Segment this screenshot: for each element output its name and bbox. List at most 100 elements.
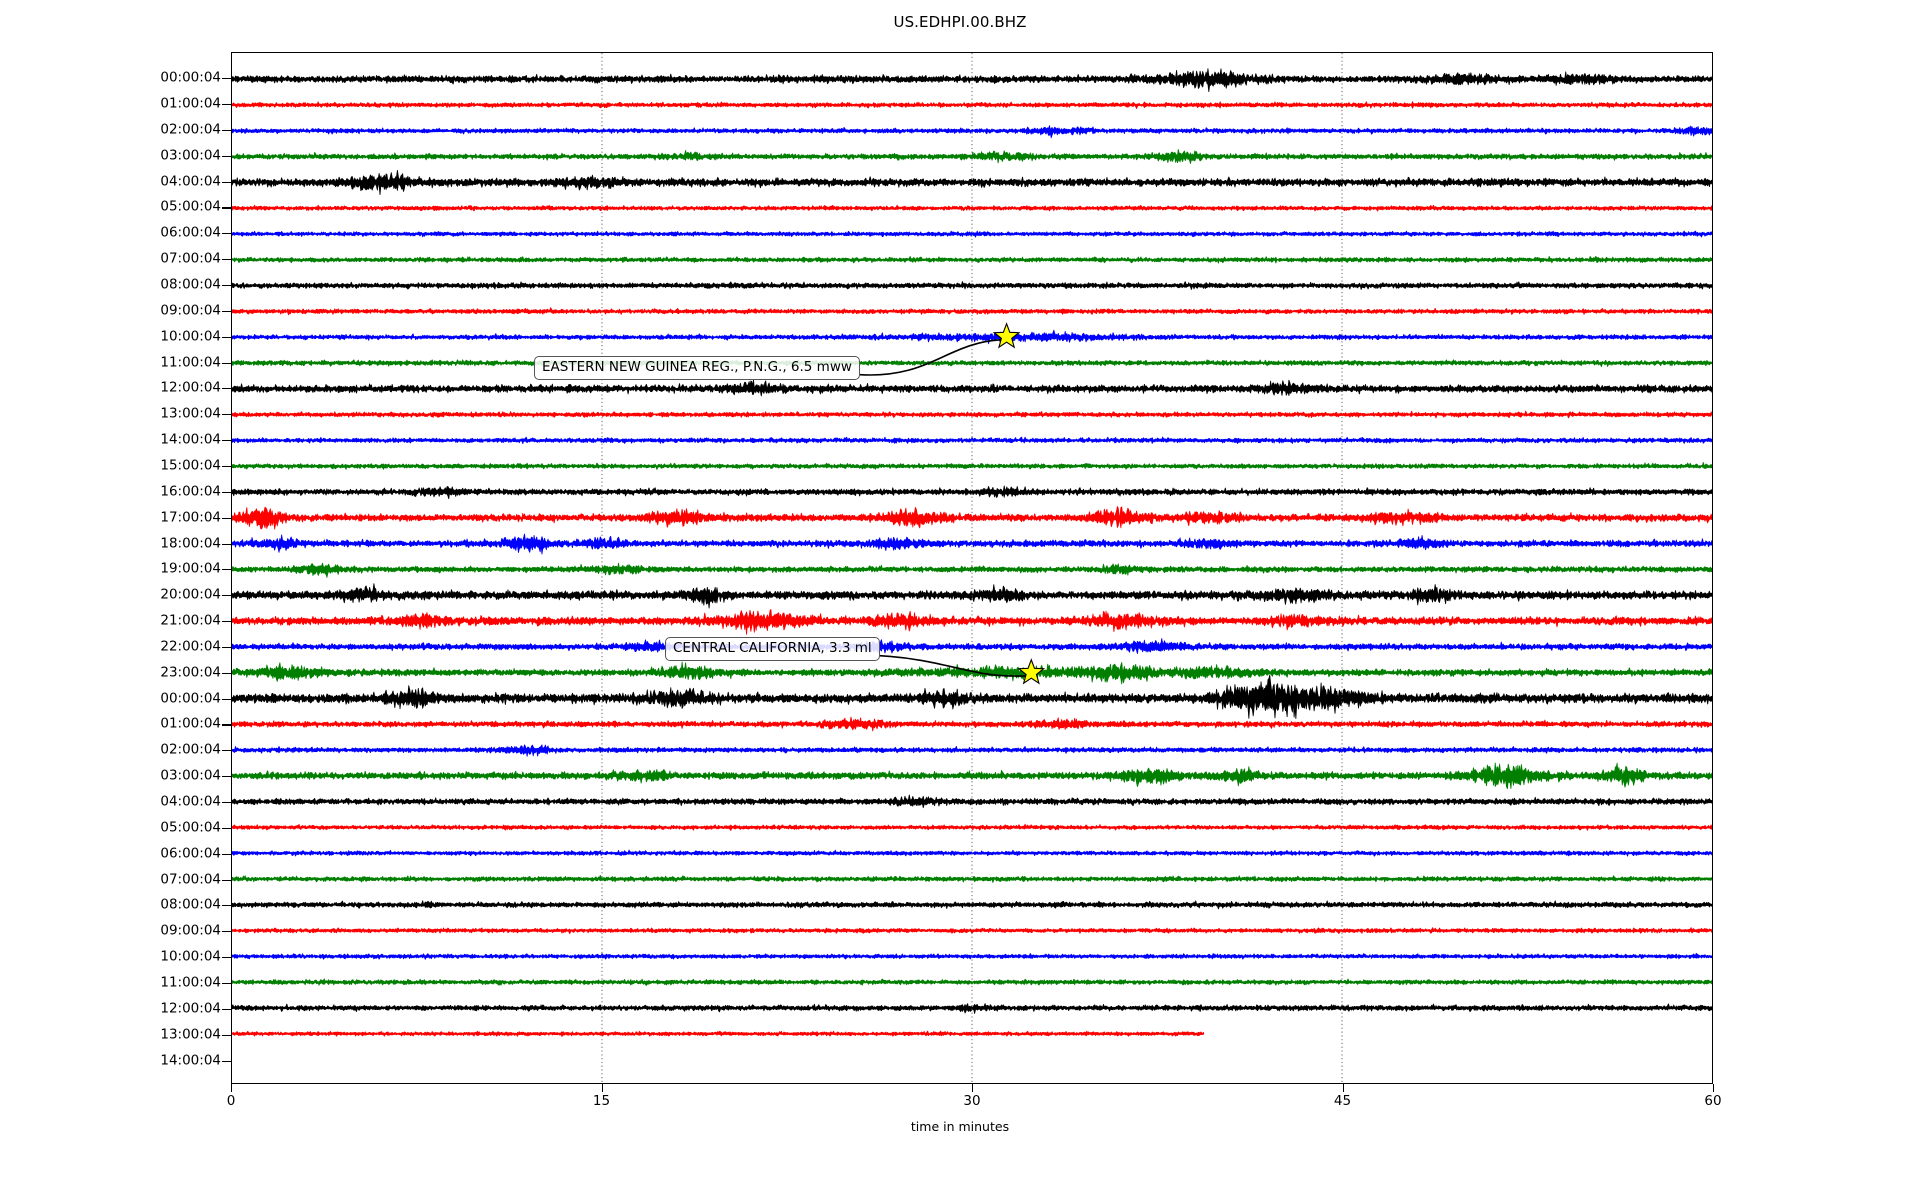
trace-row-37: [232, 1030, 1205, 1037]
y-tick-mark-1: [222, 104, 231, 106]
y-tick-label-22: 22:00:04: [160, 638, 221, 655]
annotation-eastern-new-guinea[interactable]: EASTERN NEW GUINEA REG., P.N.G., 6.5 mww: [534, 356, 860, 380]
y-tick-label-13: 13:00:04: [160, 405, 221, 422]
x-tick-mark-0: [231, 1084, 233, 1092]
y-tick-label-15: 15:00:04: [160, 457, 221, 474]
trace-row-14: [232, 436, 1712, 445]
y-tick-label-9: 09:00:04: [160, 302, 221, 319]
y-tick-label-19: 19:00:04: [160, 560, 221, 577]
trace-row-35: [232, 978, 1712, 986]
y-tick-label-16: 16:00:04: [160, 483, 221, 500]
trace-row-5: [232, 204, 1712, 212]
trace-row-8: [232, 281, 1712, 290]
x-tick-label-60: 60: [1704, 1093, 1722, 1109]
y-tick-mark-31: [222, 879, 231, 881]
y-tick-label-4: 04:00:04: [160, 173, 221, 190]
x-tick-mark-30: [972, 1084, 974, 1092]
y-tick-mark-10: [222, 336, 231, 338]
trace-row-24: [232, 674, 1712, 720]
trace-row-18: [232, 533, 1712, 555]
y-tick-mark-11: [222, 362, 231, 364]
x-tick-mark-15: [601, 1084, 603, 1092]
trace-row-17: [232, 506, 1712, 530]
y-tick-mark-23: [222, 672, 231, 674]
y-tick-mark-3: [222, 155, 231, 157]
y-tick-mark-29: [222, 827, 231, 829]
y-tick-mark-17: [222, 517, 231, 519]
trace-row-11: [232, 359, 1712, 368]
x-tick-label-0: 0: [226, 1093, 236, 1109]
trace-row-9: [232, 307, 1712, 316]
y-tick-mark-14: [222, 440, 231, 442]
y-tick-label-26: 02:00:04: [160, 741, 221, 758]
trace-row-0: [232, 68, 1712, 92]
y-tick-label-25: 01:00:04: [160, 715, 221, 732]
x-tick-mark-60: [1713, 1084, 1715, 1092]
y-tick-label-6: 06:00:04: [160, 224, 221, 241]
y-tick-mark-9: [222, 310, 231, 312]
y-tick-label-38: 14:00:04: [160, 1052, 221, 1068]
y-tick-mark-2: [222, 129, 231, 131]
y-tick-label-27: 03:00:04: [160, 767, 221, 784]
trace-row-32: [232, 900, 1712, 910]
y-tick-label-33: 09:00:04: [160, 922, 221, 939]
trace-row-13: [232, 410, 1712, 419]
annotation-central-california[interactable]: CENTRAL CALIFORNIA, 3.3 ml: [665, 637, 880, 661]
trace-row-34: [232, 952, 1712, 960]
y-tick-mark-26: [222, 750, 231, 752]
y-tick-mark-6: [222, 233, 231, 235]
trace-row-10: [232, 329, 1712, 345]
y-tick-mark-30: [222, 853, 231, 855]
trace-row-26: [232, 744, 1712, 757]
y-tick-mark-12: [222, 388, 231, 390]
y-tick-label-18: 18:00:04: [160, 535, 221, 551]
trace-row-33: [232, 927, 1712, 935]
y-tick-label-31: 07:00:04: [160, 871, 221, 888]
trace-row-36: [232, 1003, 1712, 1014]
y-tick-label-7: 07:00:04: [160, 250, 221, 267]
y-tick-mark-35: [222, 982, 231, 985]
trace-row-25: [232, 716, 1712, 732]
y-tick-mark-13: [222, 414, 231, 416]
y-tick-label-10: 10:00:04: [160, 328, 221, 345]
y-tick-label-20: 20:00:04: [160, 586, 221, 603]
y-tick-mark-37: [222, 1034, 231, 1036]
y-tick-label-34: 10:00:04: [160, 948, 221, 965]
trace-row-28: [232, 794, 1712, 809]
trace-row-3: [232, 149, 1712, 164]
trace-row-31: [232, 875, 1712, 883]
trace-row-23: [232, 661, 1712, 685]
y-tick-label-8: 08:00:04: [160, 276, 221, 293]
trace-row-12: [232, 379, 1712, 397]
y-tick-label-21: 21:00:04: [160, 612, 221, 629]
trace-row-1: [232, 101, 1712, 109]
y-tick-mark-15: [222, 465, 231, 468]
y-tick-label-2: 02:00:04: [160, 121, 221, 138]
trace-row-21: [232, 609, 1712, 635]
y-tick-mark-33: [222, 931, 231, 933]
trace-row-4: [232, 169, 1712, 195]
y-tick-mark-7: [222, 259, 231, 261]
y-tick-label-30: 06:00:04: [160, 845, 221, 862]
y-tick-mark-21: [222, 621, 231, 623]
y-tick-mark-8: [222, 285, 231, 287]
y-tick-mark-34: [222, 957, 231, 959]
y-tick-label-28: 04:00:04: [160, 793, 221, 810]
trace-row-29: [232, 823, 1712, 831]
y-tick-label-36: 12:00:04: [160, 1000, 221, 1017]
plot-axes: [231, 52, 1713, 1084]
y-tick-mark-22: [222, 646, 231, 648]
y-tick-label-11: 11:00:04: [160, 354, 221, 371]
y-tick-label-14: 14:00:04: [160, 431, 221, 448]
trace-row-20: [232, 583, 1712, 609]
y-tick-label-29: 05:00:04: [160, 819, 221, 836]
trace-row-30: [232, 849, 1712, 857]
y-tick-label-37: 13:00:04: [160, 1026, 221, 1043]
y-tick-mark-5: [222, 207, 231, 209]
y-tick-mark-0: [222, 78, 231, 80]
y-tick-mark-4: [222, 181, 231, 183]
x-tick-mark-45: [1342, 1084, 1344, 1092]
y-tick-mark-19: [222, 569, 231, 571]
y-tick-label-5: 05:00:04: [160, 198, 221, 215]
x-tick-label-15: 15: [592, 1093, 611, 1109]
